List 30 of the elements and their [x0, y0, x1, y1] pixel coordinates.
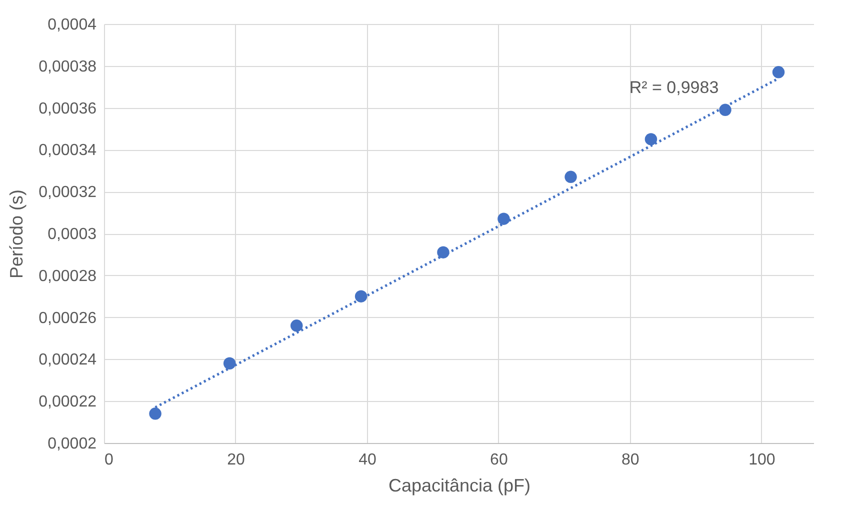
- y-tick-label: 0,0003: [48, 226, 97, 243]
- point: [719, 104, 732, 116]
- x-axis-title: Capacitância (pF): [388, 476, 531, 496]
- y-tick-label: 0,0004: [48, 16, 97, 34]
- y-tick-label: 0,00036: [38, 100, 97, 118]
- x-tick-label: 40: [358, 452, 376, 468]
- x-tick-label: 0: [104, 452, 114, 468]
- y-tick-label: 0,00038: [38, 58, 97, 76]
- point: [772, 66, 785, 78]
- x-tick-label: 100: [748, 452, 776, 468]
- y-tick-label: 0,00026: [38, 310, 97, 327]
- point: [498, 212, 510, 225]
- y-axis-title: Período (s): [6, 189, 27, 279]
- y-tick-label: 0,00032: [38, 184, 97, 202]
- x-tick-label: 60: [490, 452, 508, 468]
- y-tick-label: 0,00022: [38, 394, 97, 411]
- point: [564, 170, 577, 184]
- point: [354, 290, 368, 302]
- point: [290, 320, 303, 332]
- y-tick-label: 0,00034: [38, 142, 97, 160]
- x-tick-label: 80: [622, 452, 640, 468]
- y-tick-label: 0,0002: [48, 436, 97, 452]
- y-tick-label: 0,00024: [38, 352, 97, 369]
- point: [437, 246, 450, 258]
- point: [644, 133, 658, 146]
- point: [223, 357, 236, 370]
- annotation: R² = 0,9983: [629, 78, 719, 97]
- x-tick-label: 20: [227, 452, 245, 468]
- point: [149, 408, 162, 420]
- y-tick-label: 0,00028: [38, 268, 97, 285]
